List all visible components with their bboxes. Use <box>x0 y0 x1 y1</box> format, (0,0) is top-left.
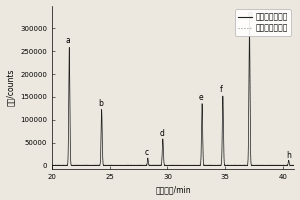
Y-axis label: 响应/counts: 响应/counts <box>6 69 15 106</box>
X-axis label: 保留时间/min: 保留时间/min <box>155 185 191 194</box>
Text: e: e <box>199 93 203 102</box>
Text: h: h <box>286 151 291 160</box>
Text: g: g <box>248 10 253 19</box>
Text: a: a <box>66 36 70 45</box>
Legend: 未加分析保护剂, 加入分析保护剂: 未加分析保护剂, 加入分析保护剂 <box>235 9 291 36</box>
Text: c: c <box>145 148 149 157</box>
Text: b: b <box>98 99 103 108</box>
Text: f: f <box>219 85 222 94</box>
Text: d: d <box>160 129 165 138</box>
